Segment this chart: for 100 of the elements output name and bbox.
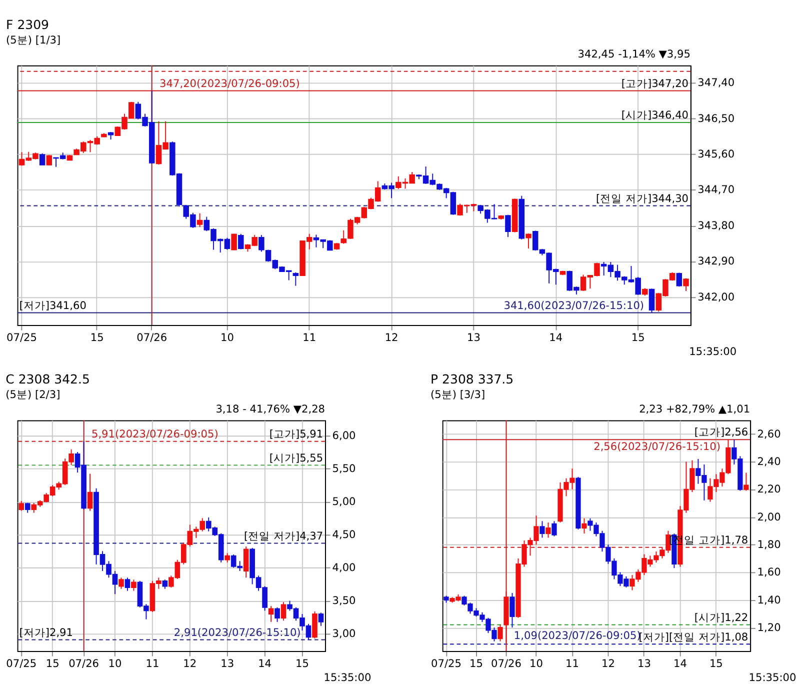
y-tick-label: 2,60	[757, 428, 782, 440]
x-tick-label: 15	[631, 332, 645, 344]
chart-subtitle: (5분) [2/3]	[6, 389, 60, 402]
candlestick	[498, 624, 503, 642]
candlestick	[224, 552, 230, 563]
ref-line-label: [저가]341,60	[19, 300, 87, 312]
x-tick-label: 14	[673, 658, 688, 670]
chart-subtitle: (5분) [3/3]	[430, 389, 486, 402]
ref-line-label: [시가]5,55	[269, 452, 324, 464]
y-tick-label: 5,50	[332, 462, 356, 475]
x-tick-label: 10	[108, 658, 122, 670]
y-tick-label: 2,00	[757, 511, 782, 524]
candlestick	[510, 592, 515, 628]
candlestick	[243, 546, 249, 578]
y-tick-label: 2,40	[757, 456, 782, 468]
x-tick-label: 15	[296, 658, 309, 670]
chart-title: F 2309	[6, 16, 50, 32]
candlestick	[131, 579, 136, 592]
ref-line-label: [전일 저가]4,37	[244, 530, 324, 542]
candlestick	[546, 522, 551, 538]
y-tick-label: 1,80	[757, 538, 782, 551]
candlestick	[238, 233, 244, 250]
candlestick	[268, 606, 274, 622]
candlestick	[18, 500, 24, 512]
x-tick-label: 13	[220, 658, 234, 670]
annotation: 2,56(2023/07/26-15:10)	[594, 441, 720, 454]
candlestick	[312, 610, 318, 639]
x-tick-label: 11	[565, 658, 579, 670]
y-tick-label: 4,00	[332, 562, 356, 574]
candlestick	[744, 472, 749, 492]
ref-line-label: [시가]1,22	[694, 612, 748, 624]
candlestick	[46, 154, 52, 166]
x-tick-label: 07/26	[491, 658, 522, 670]
annotation: 341,60(2023/07/26-15:10)	[504, 300, 644, 312]
text: 2,23 +82,79% ▲1,01	[639, 404, 750, 416]
y-tick-label: 4,50	[332, 529, 356, 542]
ref-line-label: [전일 저가]344,30	[596, 192, 689, 205]
x-tick-label: 07/25	[6, 332, 37, 344]
y-tick-label: 5,00	[332, 496, 356, 508]
x-tick-label: 15	[46, 658, 60, 670]
text: 15:35:00	[689, 346, 737, 358]
y-tick-label: 3,50	[332, 595, 356, 608]
x-tick-label: 07/25	[6, 658, 37, 670]
annotation: 347,20(2023/07/26-09:05)	[160, 78, 300, 90]
candlestick	[162, 579, 168, 590]
chart-title: C 2308 342.5	[6, 372, 90, 387]
y-tick-label: 347,40	[698, 77, 735, 90]
x-tick-label: 14	[549, 332, 563, 344]
ref-line-label: [고가]2,56	[694, 426, 748, 439]
candlestick	[274, 606, 280, 622]
y-tick-label: 1,60	[757, 566, 782, 579]
candlestick	[318, 612, 324, 626]
ref-line-label: [고가]347,20	[621, 78, 689, 90]
x-tick-label: 12	[601, 658, 615, 670]
x-tick-label: 11	[146, 658, 160, 670]
x-tick-label: 15	[709, 658, 723, 670]
candlestick	[39, 152, 46, 166]
y-tick-label: 343,80	[698, 220, 735, 232]
x-tick-label: 12	[384, 332, 398, 344]
x-tick-label: 07/25	[431, 658, 462, 670]
y-tick-label: 1,20	[757, 622, 782, 634]
candlestick	[118, 577, 124, 590]
candlestick	[87, 473, 93, 512]
text: 15:35:00	[748, 672, 796, 684]
x-tick-label: 07/26	[136, 332, 168, 344]
y-tick-label: 2,20	[757, 484, 782, 496]
ref-line-label: [저가][전일 저가]1,08	[638, 631, 748, 644]
y-tick-label: 346,50	[698, 112, 735, 125]
candlestick	[552, 520, 557, 537]
candlestick	[648, 288, 655, 314]
ref-line-label: [저가]2,91	[19, 626, 73, 639]
candlestick	[124, 577, 130, 592]
y-tick-label: 345,60	[698, 148, 735, 161]
x-tick-label: 13	[637, 658, 651, 670]
chart-subtitle: (5분) [1/3]	[6, 34, 61, 46]
x-tick-label: 12	[183, 658, 197, 670]
candlestick	[258, 234, 264, 252]
x-tick-label: 10	[220, 332, 234, 344]
x-tick-label: 15	[470, 658, 483, 670]
x-tick-label: 15	[90, 332, 104, 344]
candlestick	[196, 212, 203, 228]
candlestick	[582, 518, 587, 534]
x-tick-label: 10	[530, 658, 544, 670]
chart-title: P 2308 337.5	[430, 372, 514, 387]
candlestick	[505, 214, 511, 238]
annotation: 2,91(2023/07/26-15:10)	[174, 626, 301, 639]
text: 15:35:00	[324, 672, 372, 684]
candlestick	[340, 230, 346, 244]
annotation: 5,91(2023/07/26-09:05)	[91, 428, 218, 441]
x-tick-label: 13	[466, 332, 480, 344]
candlestick	[540, 520, 545, 538]
y-tick-label: 344,70	[698, 184, 735, 196]
y-tick-label: 342,90	[698, 256, 735, 268]
y-tick-label: 6,00	[332, 430, 356, 442]
y-tick-label: 342,00	[698, 291, 735, 304]
text: 3,18 - 41,76% ▼2,28	[216, 404, 326, 416]
annotation: 1,09(2023/07/26-09:05)	[514, 630, 641, 642]
candlestick	[683, 278, 689, 292]
candlestick	[526, 232, 532, 250]
candlestick	[280, 602, 286, 622]
